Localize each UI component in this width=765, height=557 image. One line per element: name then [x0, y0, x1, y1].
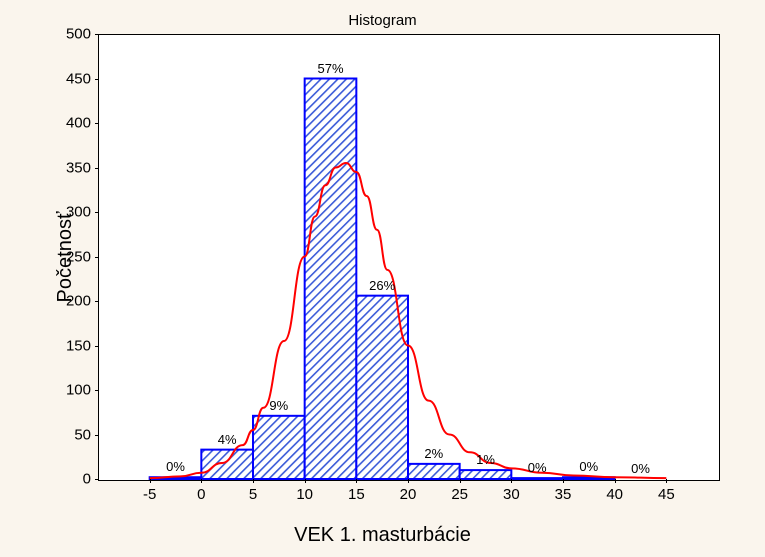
histogram-bar	[305, 79, 357, 480]
xtick-mark	[666, 479, 667, 483]
xtick-label: 40	[606, 486, 623, 503]
ytick-label: 500	[66, 26, 91, 43]
xtick-mark	[305, 479, 306, 483]
bar-percent-label: 26%	[369, 278, 395, 293]
ytick-label: 350	[66, 159, 91, 176]
xtick-label: 25	[451, 486, 468, 503]
xtick-mark	[201, 479, 202, 483]
bar-percent-label: 0%	[528, 460, 547, 475]
xtick-mark	[408, 479, 409, 483]
ytick-label: 250	[66, 248, 91, 265]
ytick-mark	[95, 479, 99, 480]
xtick-mark	[150, 479, 151, 483]
histogram-bar	[460, 470, 512, 479]
xtick-label: 0	[197, 486, 205, 503]
ytick-label: 200	[66, 293, 91, 310]
xtick-label: -5	[143, 486, 156, 503]
xtick-label: 45	[658, 486, 675, 503]
ytick-mark	[95, 123, 99, 124]
xtick-mark	[563, 479, 564, 483]
xtick-mark	[356, 479, 357, 483]
xtick-label: 20	[400, 486, 417, 503]
histogram-bar	[511, 478, 563, 479]
ytick-mark	[95, 168, 99, 169]
chart-container: Histogram Početnosť VEK 1. masturbácie 0…	[0, 0, 765, 557]
ytick-label: 400	[66, 115, 91, 132]
xtick-mark	[460, 479, 461, 483]
histogram-bar	[253, 416, 305, 479]
ytick-label: 50	[74, 426, 91, 443]
ytick-label: 150	[66, 337, 91, 354]
ytick-label: 450	[66, 70, 91, 87]
ytick-label: 300	[66, 204, 91, 221]
bar-percent-label: 1%	[476, 452, 495, 467]
ytick-mark	[95, 79, 99, 80]
xtick-mark	[511, 479, 512, 483]
histogram-bar	[201, 450, 253, 479]
bar-percent-label: 0%	[579, 459, 598, 474]
ytick-mark	[95, 346, 99, 347]
ytick-mark	[95, 390, 99, 391]
xtick-mark	[615, 479, 616, 483]
ytick-mark	[95, 257, 99, 258]
ytick-mark	[95, 435, 99, 436]
bar-percent-label: 0%	[166, 459, 185, 474]
xtick-label: 15	[348, 486, 365, 503]
ytick-label: 0	[83, 471, 91, 488]
ytick-mark	[95, 34, 99, 35]
bar-percent-label: 57%	[317, 61, 343, 76]
ytick-mark	[95, 301, 99, 302]
xtick-label: 35	[555, 486, 572, 503]
xtick-label: 10	[296, 486, 313, 503]
xtick-label: 5	[249, 486, 257, 503]
ytick-mark	[95, 212, 99, 213]
bar-percent-label: 9%	[269, 398, 288, 413]
ytick-label: 100	[66, 382, 91, 399]
xtick-mark	[253, 479, 254, 483]
histogram-bar	[408, 464, 460, 479]
bar-percent-label: 2%	[424, 446, 443, 461]
xtick-label: 30	[503, 486, 520, 503]
bar-percent-label: 0%	[631, 461, 650, 476]
bar-percent-label: 4%	[218, 432, 237, 447]
